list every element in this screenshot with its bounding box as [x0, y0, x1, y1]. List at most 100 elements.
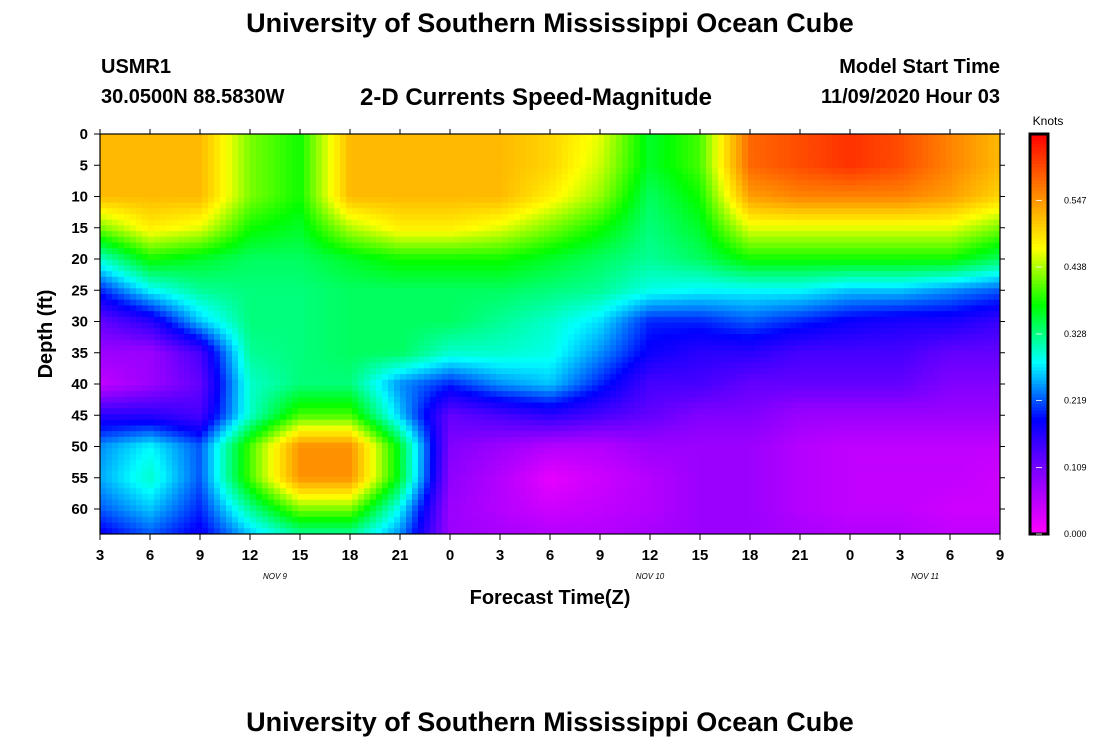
heatmap-cell	[478, 254, 485, 261]
heatmap-cell	[808, 316, 815, 324]
heatmap-cell	[178, 248, 185, 255]
heatmap-cell	[388, 179, 395, 187]
heatmap-cell	[514, 231, 521, 238]
heatmap-cell	[556, 271, 563, 278]
heatmap-cell	[922, 265, 929, 272]
heatmap-cell	[754, 259, 761, 267]
heatmap-cell	[316, 174, 323, 181]
heatmap-cell	[544, 316, 551, 324]
heatmap-cell	[550, 156, 557, 164]
heatmap-cell	[478, 202, 485, 209]
heatmap-cell	[862, 185, 869, 192]
heatmap-cell	[196, 139, 203, 147]
heatmap-cell	[994, 202, 1000, 209]
heatmap-cell	[370, 271, 377, 278]
heatmap-cell	[124, 271, 131, 278]
heatmap-cell	[268, 265, 275, 272]
heatmap-cell	[220, 271, 227, 278]
heatmap-cell	[280, 265, 287, 272]
heatmap-cell	[148, 282, 155, 289]
heatmap-cell	[436, 316, 443, 324]
heatmap-cell	[226, 276, 233, 284]
heatmap-cell	[868, 219, 875, 227]
heatmap-cell	[526, 236, 533, 244]
heatmap-cell	[466, 311, 473, 318]
heatmap-cell	[430, 248, 437, 255]
heatmap-cell	[988, 179, 995, 187]
heatmap-cell	[898, 242, 905, 249]
heatmap-cell	[388, 236, 395, 244]
heatmap-cell	[250, 248, 257, 255]
heatmap-cell	[256, 242, 263, 249]
heatmap-cell	[142, 225, 149, 232]
heatmap-cell	[400, 254, 407, 261]
heatmap-cell	[718, 156, 725, 164]
heatmap-cell	[850, 305, 857, 312]
heatmap-cell	[184, 305, 191, 312]
heatmap-cell	[436, 139, 443, 147]
heatmap-cell	[838, 145, 845, 152]
heatmap-cell	[760, 156, 767, 164]
heatmap-cell	[496, 316, 503, 324]
heatmap-cell	[874, 236, 881, 244]
heatmap-cell	[508, 145, 515, 152]
heatmap-cell	[568, 202, 575, 209]
heatmap-cell	[754, 265, 761, 272]
heatmap-cell	[586, 151, 593, 158]
heatmap-cell	[748, 202, 755, 209]
heatmap-cell	[682, 316, 689, 324]
heatmap-cell	[736, 282, 743, 289]
heatmap-cell	[400, 276, 407, 284]
heatmap-cell	[700, 254, 707, 261]
heatmap-cell	[940, 179, 947, 187]
heatmap-cell	[676, 162, 683, 169]
heatmap-cell	[244, 322, 251, 329]
heatmap-cell	[472, 179, 479, 187]
heatmap-cell	[544, 219, 551, 227]
heatmap-cell	[208, 202, 215, 209]
heatmap-cell	[760, 162, 767, 169]
heatmap-cell	[580, 276, 587, 284]
heatmap-cell	[232, 168, 239, 175]
heatmap-cell	[142, 322, 149, 329]
heatmap-cell	[730, 185, 737, 192]
heatmap-cell	[262, 231, 269, 238]
heatmap-cell	[592, 156, 599, 164]
heatmap-cell	[700, 219, 707, 227]
heatmap-cell	[916, 276, 923, 284]
heatmap-cell	[814, 242, 821, 249]
heatmap-cell	[604, 265, 611, 272]
heatmap-cell	[130, 208, 137, 215]
heatmap-cell	[886, 311, 893, 318]
heatmap-cell	[382, 294, 389, 301]
heatmap-cell	[136, 225, 143, 232]
heatmap-cell	[616, 202, 623, 209]
heatmap-cell	[238, 248, 245, 255]
heatmap-cell	[172, 139, 179, 147]
heatmap-cell	[880, 242, 887, 249]
heatmap-cell	[892, 282, 899, 289]
heatmap-cell	[406, 265, 413, 272]
heatmap-cell	[394, 259, 401, 267]
heatmap-cell	[574, 271, 581, 278]
heatmap-cell	[532, 265, 539, 272]
heatmap-cell	[946, 151, 953, 158]
heatmap-cell	[364, 294, 371, 301]
heatmap-cell	[376, 168, 383, 175]
heatmap-cell	[478, 139, 485, 147]
heatmap-cell	[622, 185, 629, 192]
heatmap-cell	[658, 191, 665, 198]
heatmap-cell	[982, 139, 989, 147]
heatmap-cell	[244, 299, 251, 307]
heatmap-cell	[694, 156, 701, 164]
heatmap-cell	[514, 179, 521, 187]
heatmap-cell	[922, 202, 929, 209]
heatmap-cell	[100, 219, 107, 227]
heatmap-cell	[286, 225, 293, 232]
heatmap-cell	[802, 259, 809, 267]
heatmap-cell	[742, 208, 749, 215]
heatmap-cell	[772, 214, 779, 221]
heatmap-cell	[106, 219, 113, 227]
heatmap-cell	[724, 174, 731, 181]
heatmap-cell	[970, 202, 977, 209]
